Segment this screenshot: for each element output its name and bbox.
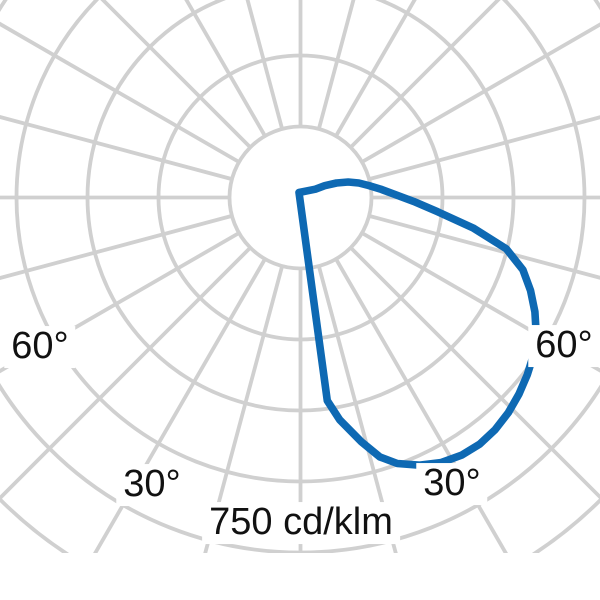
polar-grid-ray xyxy=(361,22,600,164)
polar-grid-ray xyxy=(361,231,600,373)
intensity-curve xyxy=(295,178,540,469)
angle-label-30-right: 30° xyxy=(416,463,488,505)
polar-grid-ray xyxy=(334,0,417,137)
angle-label-60-right: 60° xyxy=(528,325,600,367)
polar-grid-ray xyxy=(0,21,240,164)
polar-grid-ray xyxy=(100,0,252,149)
polar-grid-ray xyxy=(0,214,233,280)
polar-grid-ray xyxy=(0,115,233,181)
polar-grid-ray xyxy=(349,246,600,500)
polar-grid-ray xyxy=(317,265,398,553)
polar-grid-ray xyxy=(245,0,284,130)
polar-grid-ray xyxy=(0,231,240,374)
angle-label-60-left: 60° xyxy=(4,326,76,368)
polar-grid-ray xyxy=(93,258,267,553)
angle-label-30-left: 30° xyxy=(116,464,188,506)
polar-grid-ray xyxy=(0,246,252,501)
polar-grid-ray xyxy=(203,265,284,553)
polar-grid-ray xyxy=(317,0,356,130)
scale-label: 750 cd/klm xyxy=(202,502,400,544)
polar-grid-ray xyxy=(368,115,600,181)
polar-grid-ray xyxy=(184,0,267,137)
polar-grid-ray xyxy=(334,258,508,553)
polar-grid-ray xyxy=(368,214,600,280)
polar-grid-ray xyxy=(349,0,501,149)
